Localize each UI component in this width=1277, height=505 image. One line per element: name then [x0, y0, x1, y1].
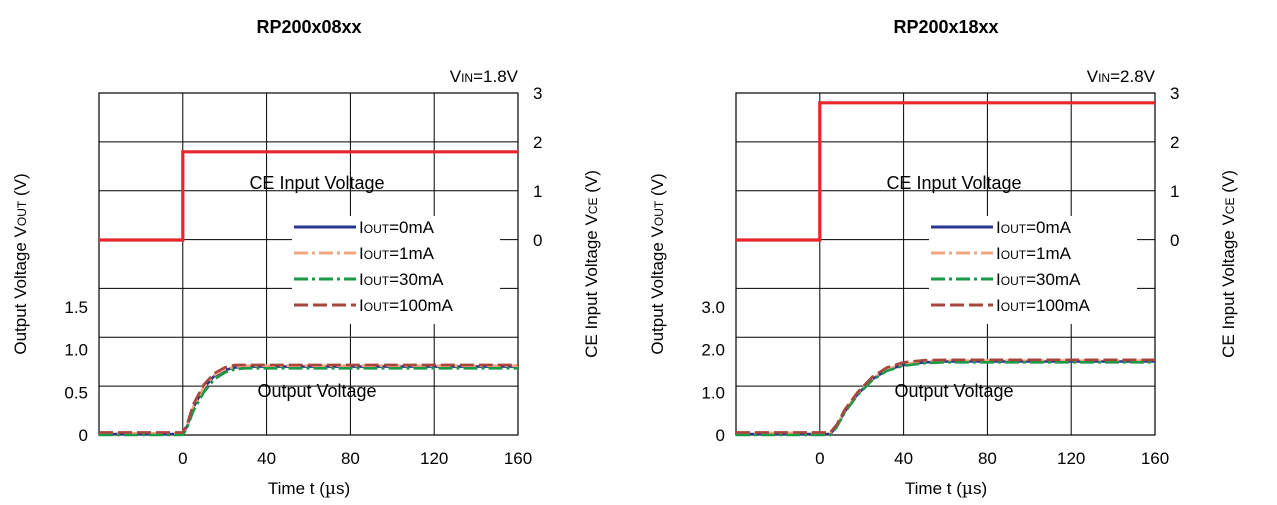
ce-input-voltage-line [99, 150, 518, 242]
y-right-tick-label: 3 [1170, 84, 1179, 103]
chart-title: RP200x08xx [256, 17, 361, 37]
x-tick-label: 40 [257, 449, 276, 468]
y-left-tick-label: 0 [79, 426, 88, 445]
y-right-tick-label: 2 [533, 133, 542, 152]
y-right-tick-label: 3 [533, 84, 542, 103]
annotation-output-voltage: Output Voltage [894, 381, 1013, 401]
x-tick-label: 120 [1057, 449, 1085, 468]
series-line-iout-1ma [99, 364, 518, 435]
chart-left: RP200x08xx VIN=1.8V CE Input Voltage Output… [11, 17, 601, 499]
x-tick-label: 0 [815, 449, 824, 468]
plot-frame [735, 92, 1156, 436]
legend-entry: IOUT=1mA [359, 244, 435, 263]
series-line-iout-100ma [736, 358, 1155, 434]
x-tick-label: 40 [894, 449, 913, 468]
x-tick-label: 0 [178, 449, 187, 468]
series-line-iout-100ma [99, 363, 518, 434]
annotation-ce-input-voltage: CE Input Voltage [249, 173, 384, 193]
y-left-tick-label: 1.0 [701, 383, 725, 402]
chart-panel-right: RP200x18xx VIN=2.8V CE Input Voltage Output… [637, 0, 1277, 505]
x-axis-label: Time t (µs) [268, 479, 350, 499]
x-tick-label: 80 [341, 449, 360, 468]
chart-title: RP200x18xx [893, 17, 998, 37]
x-tick-label: 120 [420, 449, 448, 468]
y-right-tick-label: 0 [1170, 231, 1179, 250]
annotation-output-voltage: Output Voltage [257, 381, 376, 401]
y-left-tick-label: 3.0 [701, 298, 725, 317]
legend-entry: IOUT=100mA [996, 296, 1091, 315]
x-tick-label: 80 [978, 449, 997, 468]
condition-label: VIN=2.8V [1087, 67, 1156, 86]
legend-entry: IOUT=100mA [359, 296, 454, 315]
y-left-tick-label: 1.5 [64, 298, 88, 317]
series-line-iout-30ma [99, 367, 518, 437]
plot-frame [98, 92, 519, 436]
legend-entry: IOUT=30mA [996, 270, 1081, 289]
y-right-axis-label: CE Input Voltage VCE (V) [582, 170, 601, 358]
y-left-axis-label: Output Voltage VOUT (V) [11, 173, 30, 354]
y-right-tick-label: 1 [1170, 182, 1179, 201]
y-left-tick-label: 1.0 [64, 341, 88, 360]
y-left-tick-label: 0 [716, 426, 725, 445]
legend-entry: IOUT=0mA [996, 218, 1072, 237]
chart-panel-left: RP200x08xx VIN=1.8V CE Input Voltage Output… [11, 17, 601, 499]
annotation-ce-input-voltage: CE Input Voltage [886, 173, 1021, 193]
x-tick-label: 160 [1141, 449, 1169, 468]
y-left-tick-label: 2.0 [701, 341, 725, 360]
y-right-tick-label: 0 [533, 231, 542, 250]
chart-right: RP200x18xx VIN=2.8V CE Input Voltage Output… [648, 17, 1238, 499]
ce-input-voltage-line [736, 101, 1155, 242]
y-right-tick-label: 1 [533, 182, 542, 201]
x-axis-label: Time t (µs) [905, 479, 987, 499]
series-line-iout-30ma [736, 361, 1155, 437]
y-right-axis-label: CE Input Voltage VCE (V) [1219, 170, 1238, 358]
y-left-axis-label: Output Voltage VOUT (V) [648, 173, 667, 354]
legend-entry: IOUT=30mA [359, 270, 444, 289]
legend-entry: IOUT=0mA [359, 218, 435, 237]
legend-entry: IOUT=1mA [996, 244, 1072, 263]
condition-label: VIN=1.8V [450, 67, 519, 86]
x-tick-label: 160 [504, 449, 532, 468]
y-left-tick-label: 0.5 [64, 383, 88, 402]
y-right-tick-label: 2 [1170, 133, 1179, 152]
